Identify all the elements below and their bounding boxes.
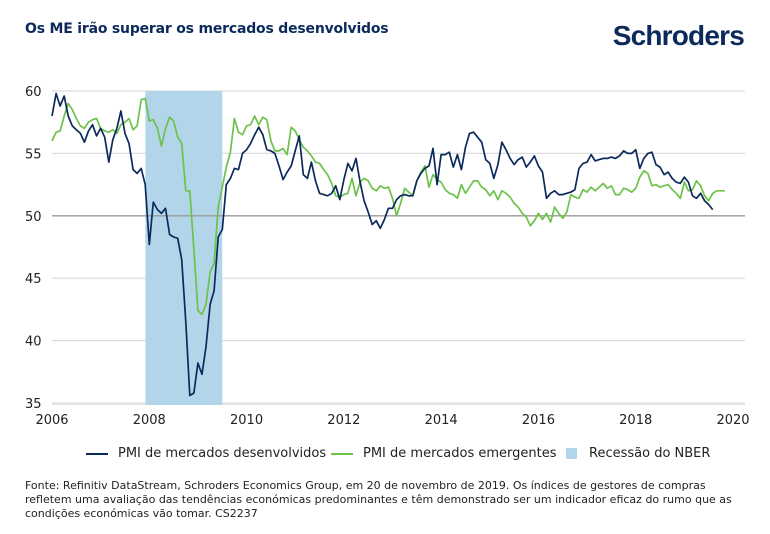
legend-swatch-emerging bbox=[331, 452, 353, 455]
recession-band bbox=[145, 91, 223, 405]
series-line-developed bbox=[51, 92, 714, 397]
y-tick-label: 50 bbox=[25, 210, 42, 225]
legend-item-recession: Recessão do NBER bbox=[566, 446, 710, 461]
legend-label-recession: Recessão do NBER bbox=[589, 446, 711, 461]
legend: PMI de mercados desenvolvidos PMI de mer… bbox=[0, 446, 770, 464]
y-tick-label: 55 bbox=[25, 147, 42, 162]
x-tick-label: 2006 bbox=[35, 413, 68, 428]
schroders-logo: Schroders bbox=[612, 20, 745, 51]
legend-swatch-developed bbox=[86, 452, 108, 455]
line-chart: 35 40 45 50 55 60 2006 2008 2010 2012 2014 2016 201… bbox=[25, 85, 750, 428]
x-tick-labels: 2006 2008 2010 2012 2014 2016 2018 2020 bbox=[35, 413, 749, 428]
series-layer bbox=[51, 92, 725, 397]
x-tick-label: 2012 bbox=[327, 413, 360, 428]
y-tick-label: 45 bbox=[25, 272, 42, 287]
y-tick-label: 40 bbox=[25, 335, 42, 350]
y-tick-label: 35 bbox=[25, 397, 42, 412]
chart-title: Os ME irão superar os mercados desenvolv… bbox=[25, 21, 389, 37]
y-tick-labels: 35 40 45 50 55 60 bbox=[25, 85, 42, 412]
x-tick-label: 2008 bbox=[133, 413, 166, 428]
recession-shading-layer bbox=[145, 91, 223, 405]
x-tick-label: 2018 bbox=[619, 413, 652, 428]
x-tick-label: 2020 bbox=[716, 413, 749, 428]
legend-label-emerging: PMI de mercados emergentes bbox=[363, 446, 557, 461]
legend-item-developed: PMI de mercados desenvolvidos bbox=[86, 446, 326, 461]
series-line-emerging bbox=[51, 97, 725, 316]
legend-swatch-recession bbox=[566, 448, 577, 459]
x-tick-label: 2010 bbox=[230, 413, 263, 428]
legend-label-developed: PMI de mercados desenvolvidos bbox=[118, 446, 327, 461]
y-tick-label: 60 bbox=[25, 85, 42, 100]
x-tick-label: 2014 bbox=[425, 413, 458, 428]
legend-item-emerging: PMI de mercados emergentes bbox=[331, 446, 556, 461]
x-tick-label: 2016 bbox=[522, 413, 555, 428]
source-footnote: Fonte: Refinitiv DataStream, Schroders E… bbox=[25, 479, 732, 520]
